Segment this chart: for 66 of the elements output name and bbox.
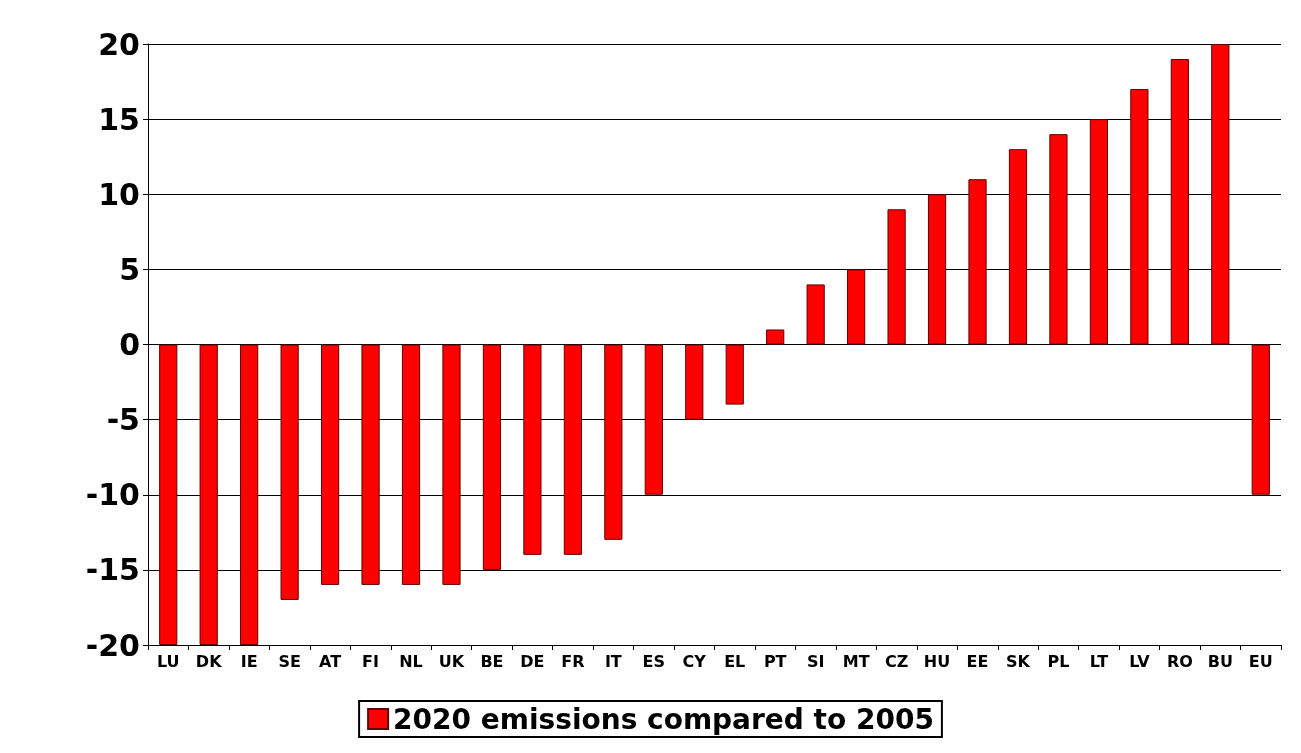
x-tick-label: BU [1207, 651, 1233, 671]
x-tick-label: IT [604, 651, 622, 671]
x-tick-label: DK [195, 651, 223, 671]
x-tick-label: EE [966, 651, 989, 671]
y-tick-label: -10 [85, 477, 140, 513]
x-tick-label: LV [1129, 651, 1151, 671]
x-tick-label: BE [480, 651, 504, 671]
x-tick-label: PL [1047, 651, 1070, 671]
bar [563, 344, 582, 555]
bar [280, 344, 299, 600]
x-tick-label: RO [1166, 651, 1193, 671]
bar [968, 179, 987, 345]
bar [685, 344, 704, 420]
x-tick-label: LU [156, 651, 180, 671]
bar [847, 269, 866, 345]
bar [482, 344, 502, 570]
bar [1089, 119, 1109, 345]
x-tick-label: SI [806, 651, 825, 671]
bar [1170, 59, 1189, 345]
x-tick-label: SE [278, 651, 301, 671]
legend-label: 2020 emissions compared to 2005 [393, 702, 934, 736]
bar [401, 344, 421, 585]
bar [644, 344, 663, 495]
x-tick-label: LT [1089, 651, 1109, 671]
bar [159, 344, 178, 645]
bar [240, 344, 259, 645]
x-tick-label: CZ [884, 651, 909, 671]
bar [1211, 44, 1230, 345]
x-tick-label: FR [561, 651, 585, 671]
x-tick-label: AT [319, 651, 342, 671]
y-tick-label: -5 [106, 402, 140, 438]
x-tick-label: NL [399, 651, 423, 671]
x-tick-label: DE [520, 651, 545, 671]
x-tick-label: PT [763, 651, 787, 671]
x-tick-label: EL [724, 651, 746, 671]
bar [1251, 344, 1270, 495]
x-tick-label: ES [642, 651, 666, 671]
bar [887, 209, 906, 345]
x-tick-label: EU [1248, 651, 1273, 671]
x-tick-label: FI [362, 651, 379, 671]
bar [1008, 149, 1028, 345]
bar [1130, 89, 1149, 345]
y-tick-label: 0 [119, 327, 140, 362]
bar [927, 194, 947, 345]
bar [604, 344, 623, 540]
x-tick-label: HU [923, 651, 951, 671]
x-tick-label: SK [1006, 651, 1031, 671]
bar [320, 344, 340, 585]
y-tick-label: -20 [85, 627, 140, 663]
x-tick-label: UK [438, 651, 465, 671]
bar [442, 344, 461, 585]
x-tick-label: CY [682, 651, 707, 671]
bar [523, 344, 542, 555]
bar [361, 344, 380, 585]
bar [1049, 134, 1068, 345]
bar [806, 284, 825, 345]
bar [199, 344, 218, 645]
x-tick-label: IE [240, 651, 258, 671]
y-tick-label: 10 [98, 176, 140, 212]
y-tick-label: 15 [98, 101, 140, 137]
bar [766, 329, 785, 345]
bar [725, 344, 744, 405]
x-tick-label: MT [842, 651, 870, 671]
y-tick-label: -15 [85, 552, 140, 588]
y-tick-label: 20 [98, 26, 140, 62]
y-tick-label: 5 [119, 251, 140, 287]
